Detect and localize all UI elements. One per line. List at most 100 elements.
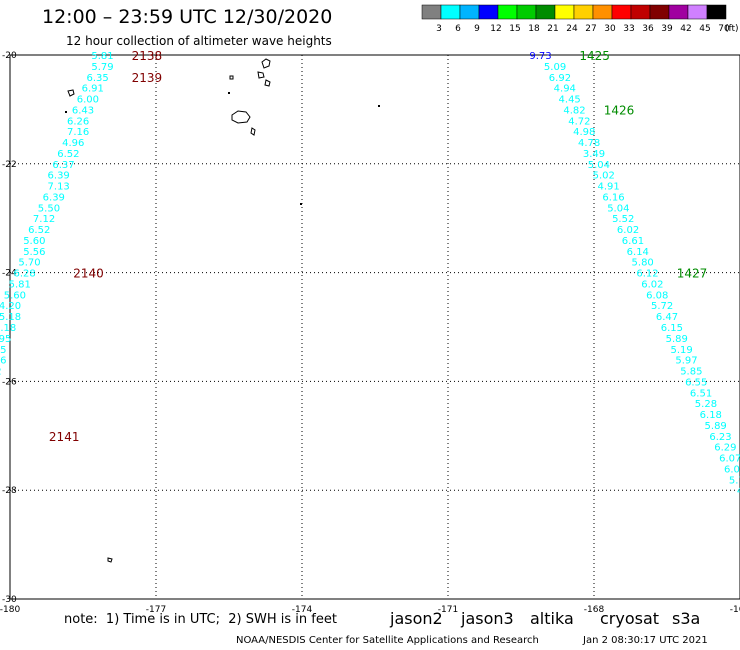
wave-height-value: 5.18 <box>0 312 21 323</box>
wave-height-value: 5.89 <box>705 421 727 432</box>
pass-time-label: 1426 <box>604 103 635 117</box>
colorbar-label: 36 <box>642 24 654 34</box>
wave-height-value: 4.46 <box>0 356 7 367</box>
lon-tick-label: -168 <box>584 605 605 615</box>
pass-time-label: 2138 <box>132 49 163 63</box>
pass-time-label: 2139 <box>132 71 163 85</box>
colorbar-label: 39 <box>661 24 673 34</box>
colorbar-swatch <box>706 4 727 20</box>
wave-height-value: 6.51 <box>690 388 712 399</box>
wave-height-value: 4.72 <box>568 116 590 127</box>
legend-cryosat: cryosat <box>600 609 660 628</box>
islet-dot <box>300 203 302 205</box>
colorbar-unit: (ft) <box>725 24 739 34</box>
pass-time-label: 1425 <box>579 49 610 63</box>
wave-height-value: 5.97 <box>675 356 697 367</box>
wave-height-value: 6.52 <box>57 149 79 160</box>
wave-height-value: 6.61 <box>622 236 644 247</box>
wave-height-value: 4.94 <box>554 84 576 95</box>
wave-height-value: 6.03 <box>724 464 740 475</box>
wave-height-value: 9.73 <box>529 51 551 62</box>
wave-height-value: 5.70 <box>18 258 40 269</box>
wave-height-value: 5.56 <box>23 247 45 258</box>
island-outline <box>257 71 265 79</box>
pass-time-label: 2141 <box>49 430 80 444</box>
island-outline <box>107 557 113 563</box>
wave-height-value: 6.35 <box>86 73 108 84</box>
wave-height-value: 4.45 <box>559 95 581 106</box>
lon-tick-label: -171 <box>438 605 458 615</box>
lat-tick-label: -24 <box>2 269 17 279</box>
wave-height-value: 5.18 <box>0 323 16 334</box>
wave-height-value: 5.60 <box>4 290 26 301</box>
legend-altika: altika <box>530 609 574 628</box>
wave-height-value: 5.02 <box>593 171 615 182</box>
island-outline <box>261 58 271 69</box>
wave-height-value: 6.02 <box>641 279 663 290</box>
wave-height-value: 4.9 <box>737 486 740 497</box>
wave-height-value: 4.96 <box>62 138 84 149</box>
lat-tick-label: -22 <box>2 160 17 170</box>
legend-jason2: jason2 <box>390 609 443 628</box>
colorbar-label: 45 <box>699 24 710 34</box>
wave-height-value: 5.80 <box>632 258 654 269</box>
legend-jason3: jason3 <box>461 609 514 628</box>
lon-tick-label: -177 <box>146 605 166 615</box>
island-outline <box>231 110 251 124</box>
wave-height-value: 5.72 <box>651 301 673 312</box>
wave-height-value: 5.71 <box>729 475 740 486</box>
wave-height-value: 6.07 <box>719 454 740 465</box>
legend-s3a: s3a <box>672 609 701 628</box>
footnote: note: 1) Time is in UTC; 2) SWH is in fe… <box>64 612 337 627</box>
wave-height-value: 5.60 <box>23 236 45 247</box>
wave-height-value: 6.55 <box>685 377 707 388</box>
wave-height-value: 6.15 <box>661 323 683 334</box>
colorbar-label: 21 <box>547 24 558 34</box>
wave-height-value: 6.26 <box>67 116 89 127</box>
wave-height-value: 5.79 <box>91 62 113 73</box>
wave-height-value: 6.02 <box>617 225 639 236</box>
wave-height-colorbar: 3 6 9 12 15 18 21 24 27 30 33 36 39 42 45 70(ft) <box>421 4 739 34</box>
wave-height-value: 5.52 <box>612 214 634 225</box>
wave-height-value: 6.39 <box>48 171 70 182</box>
chart-title: 12:00 – 23:59 UTC 12/30/2020 <box>42 6 333 28</box>
wave-height-value: 7.12 <box>33 214 55 225</box>
wave-height-value: 5.81 <box>91 51 113 62</box>
colorbar-label: 27 <box>585 24 596 34</box>
wave-height-value: 5.04 <box>588 160 610 171</box>
wave-height-value: 6.12 <box>636 269 658 280</box>
lat-tick-label: -30 <box>2 595 17 605</box>
colorbar-label: 42 <box>680 24 691 34</box>
wave-height-value: 6.29 <box>714 443 736 454</box>
wave-height-value: 6.18 <box>700 410 722 421</box>
footer-timestamp: Jan 2 08:30:17 UTC 2021 <box>583 635 708 646</box>
wave-height-value: 6.92 <box>549 73 571 84</box>
pass-time-label: 2140 <box>73 267 104 281</box>
wave-height-value: 4.91 <box>597 182 619 193</box>
wave-height-value: 5.89 <box>666 334 688 345</box>
wave-height-value: 4.20 <box>0 301 21 312</box>
footer-credit: NOAA/NESDIS Center for Satellite Applica… <box>236 635 539 646</box>
colorbar-label: 6 <box>455 24 461 34</box>
wave-height-value: 4.98 <box>573 127 595 138</box>
wave-height-value: 6.23 <box>709 432 731 443</box>
wave-height-value: 6.08 <box>646 290 668 301</box>
wave-height-value: 4.95 <box>0 345 7 356</box>
lat-tick-label: -20 <box>2 51 17 61</box>
lon-tick-label: -174 <box>292 605 313 615</box>
island-outline <box>264 79 271 87</box>
lon-tick-label: -180 <box>0 605 20 615</box>
wave-height-value: 5.81 <box>9 279 31 290</box>
wave-height-value: 5.04 <box>607 203 629 214</box>
island-outline <box>229 75 234 80</box>
wave-height-value: 6.16 <box>602 192 624 203</box>
wave-height-value: 5.50 <box>38 203 60 214</box>
colorbar-label: 30 <box>604 24 616 34</box>
wave-height-value: 6.52 <box>28 225 50 236</box>
wave-height-value: 4.78 <box>578 138 600 149</box>
wave-height-value: 4.22 <box>0 367 2 378</box>
lon-tick-label: -165 <box>730 605 740 615</box>
colorbar-label: 33 <box>623 24 634 34</box>
wave-height-value: 6.14 <box>627 247 649 258</box>
colorbar-label: 24 <box>566 24 578 34</box>
